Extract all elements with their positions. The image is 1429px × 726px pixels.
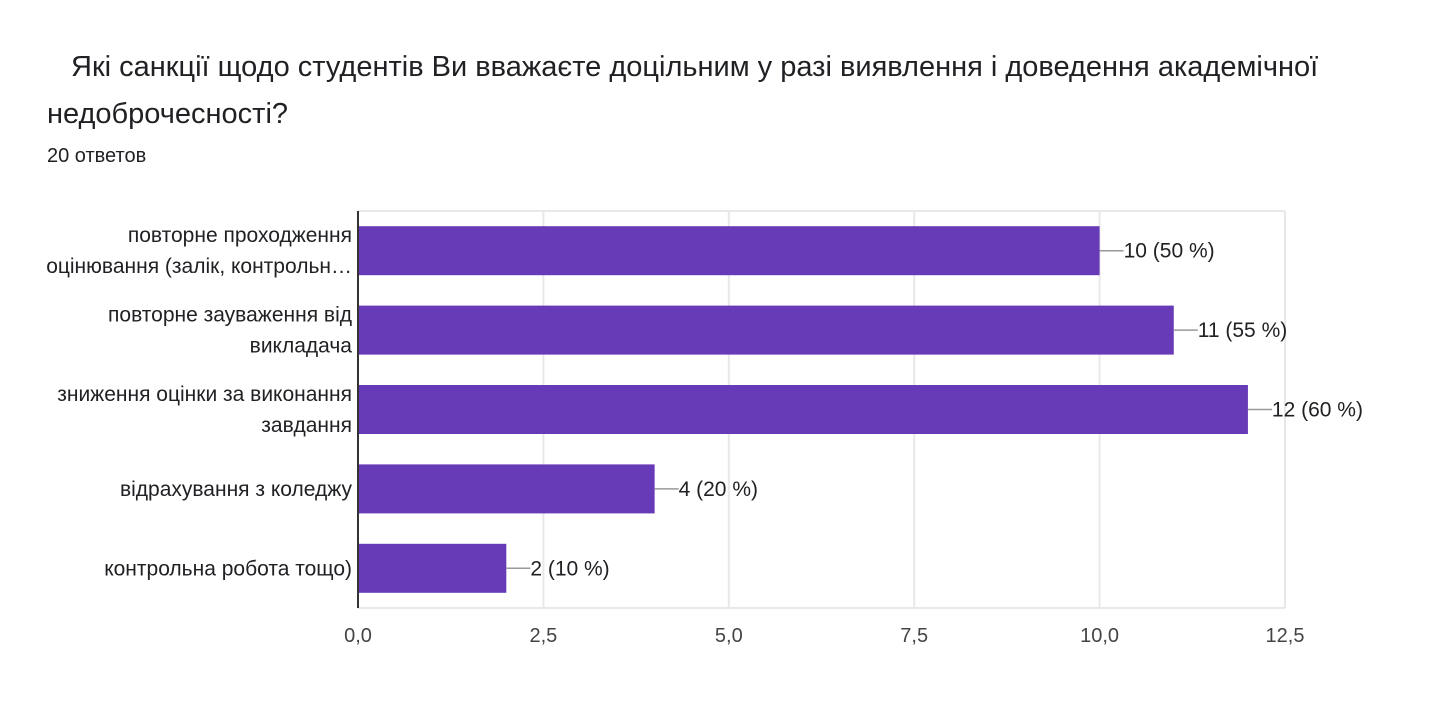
bar — [358, 385, 1248, 434]
bar — [358, 226, 1100, 276]
x-tick-label: 12,5 — [1266, 625, 1305, 647]
data-label: 11 (55 %) — [1198, 319, 1288, 342]
x-tick-label: 2,5 — [529, 625, 557, 647]
bar — [358, 464, 655, 514]
x-tick-label: 0,0 — [344, 625, 372, 647]
data-label: 2 (10 %) — [530, 557, 609, 580]
data-label: 10 (50 %) — [1124, 240, 1215, 263]
category-label: відрахування з коледжу — [120, 478, 353, 501]
x-tick-label: 5,0 — [715, 625, 743, 647]
bar — [358, 543, 507, 593]
data-label: 12 (60 %) — [1272, 399, 1363, 422]
x-tick-label: 10,0 — [1080, 625, 1119, 647]
category-label: контрольна робота тощо) — [104, 557, 352, 580]
category-label: повторне зауваження від — [108, 304, 352, 327]
bar — [358, 305, 1174, 355]
category-label: зниження оцінки за виконання — [57, 383, 352, 406]
data-label: 4 (20 %) — [679, 478, 758, 501]
category-label: повторне проходження — [128, 224, 352, 247]
response-count: 20 ответов — [47, 145, 147, 167]
category-label: оцінювання (залік, контрольн… — [46, 255, 352, 278]
category-label: завдання — [261, 414, 352, 437]
x-tick-label: 7,5 — [900, 625, 928, 647]
question-title: Які санкції щодо студентів Ви вважаєте д… — [47, 51, 1319, 130]
category-label: викладача — [250, 335, 353, 358]
